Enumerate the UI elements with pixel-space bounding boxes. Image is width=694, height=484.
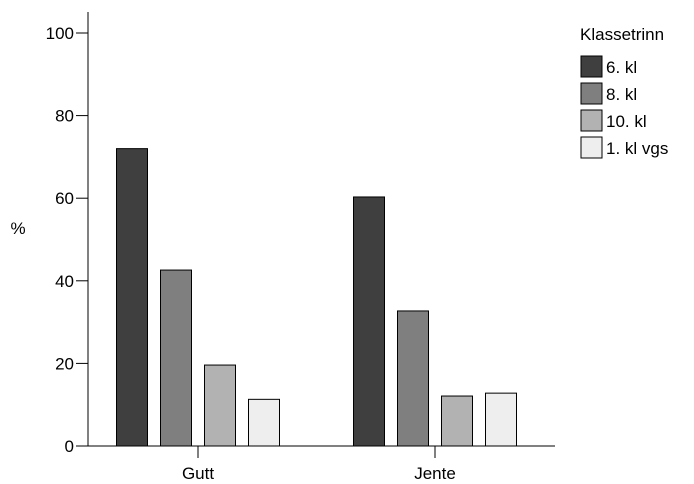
y-axis-label: % xyxy=(10,219,25,238)
legend-label: 6. kl xyxy=(606,58,637,77)
y-axis-ticks: 0 20 40 60 80 100 xyxy=(46,24,88,456)
bar xyxy=(397,310,429,447)
legend-swatch xyxy=(580,82,603,105)
y-tick-label: 80 xyxy=(55,107,74,126)
bar xyxy=(116,148,148,447)
y-tick-label: 100 xyxy=(46,24,74,43)
legend-swatch xyxy=(580,55,603,78)
x-tick-label: Gutt xyxy=(182,464,214,483)
legend: Klassetrinn 6. kl 8. kl 10. kl 1. kl vgs xyxy=(580,25,668,159)
bar xyxy=(441,395,473,447)
x-axis-ticks: Gutt Jente xyxy=(182,446,456,483)
axes xyxy=(87,12,555,447)
y-tick-label: 40 xyxy=(55,272,74,291)
legend-title: Klassetrinn xyxy=(580,25,664,44)
legend-swatch xyxy=(580,136,603,159)
y-tick-label: 0 xyxy=(65,437,74,456)
bar xyxy=(248,398,280,447)
y-tick-label: 20 xyxy=(55,354,74,373)
bar xyxy=(160,269,192,447)
legend-label: 1. kl vgs xyxy=(606,139,668,158)
legend-label: 8. kl xyxy=(606,85,637,104)
x-tick-label: Jente xyxy=(414,464,456,483)
legend-label: 10. kl xyxy=(606,112,647,131)
legend-items: 6. kl 8. kl 10. kl 1. kl vgs xyxy=(580,55,668,159)
bars xyxy=(116,148,517,447)
bar xyxy=(204,364,236,447)
y-tick-label: 60 xyxy=(55,189,74,208)
legend-swatch xyxy=(580,109,603,132)
bar xyxy=(485,392,517,447)
bar xyxy=(353,196,385,447)
